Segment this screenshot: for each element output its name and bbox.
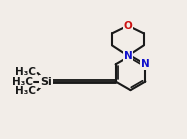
- Text: H₃C: H₃C: [12, 77, 33, 87]
- Text: O: O: [124, 21, 132, 31]
- Text: H₃C: H₃C: [15, 86, 36, 96]
- Text: N: N: [124, 51, 132, 61]
- Text: H₃C: H₃C: [15, 67, 36, 77]
- Text: Si: Si: [40, 77, 52, 87]
- Text: N: N: [141, 59, 150, 69]
